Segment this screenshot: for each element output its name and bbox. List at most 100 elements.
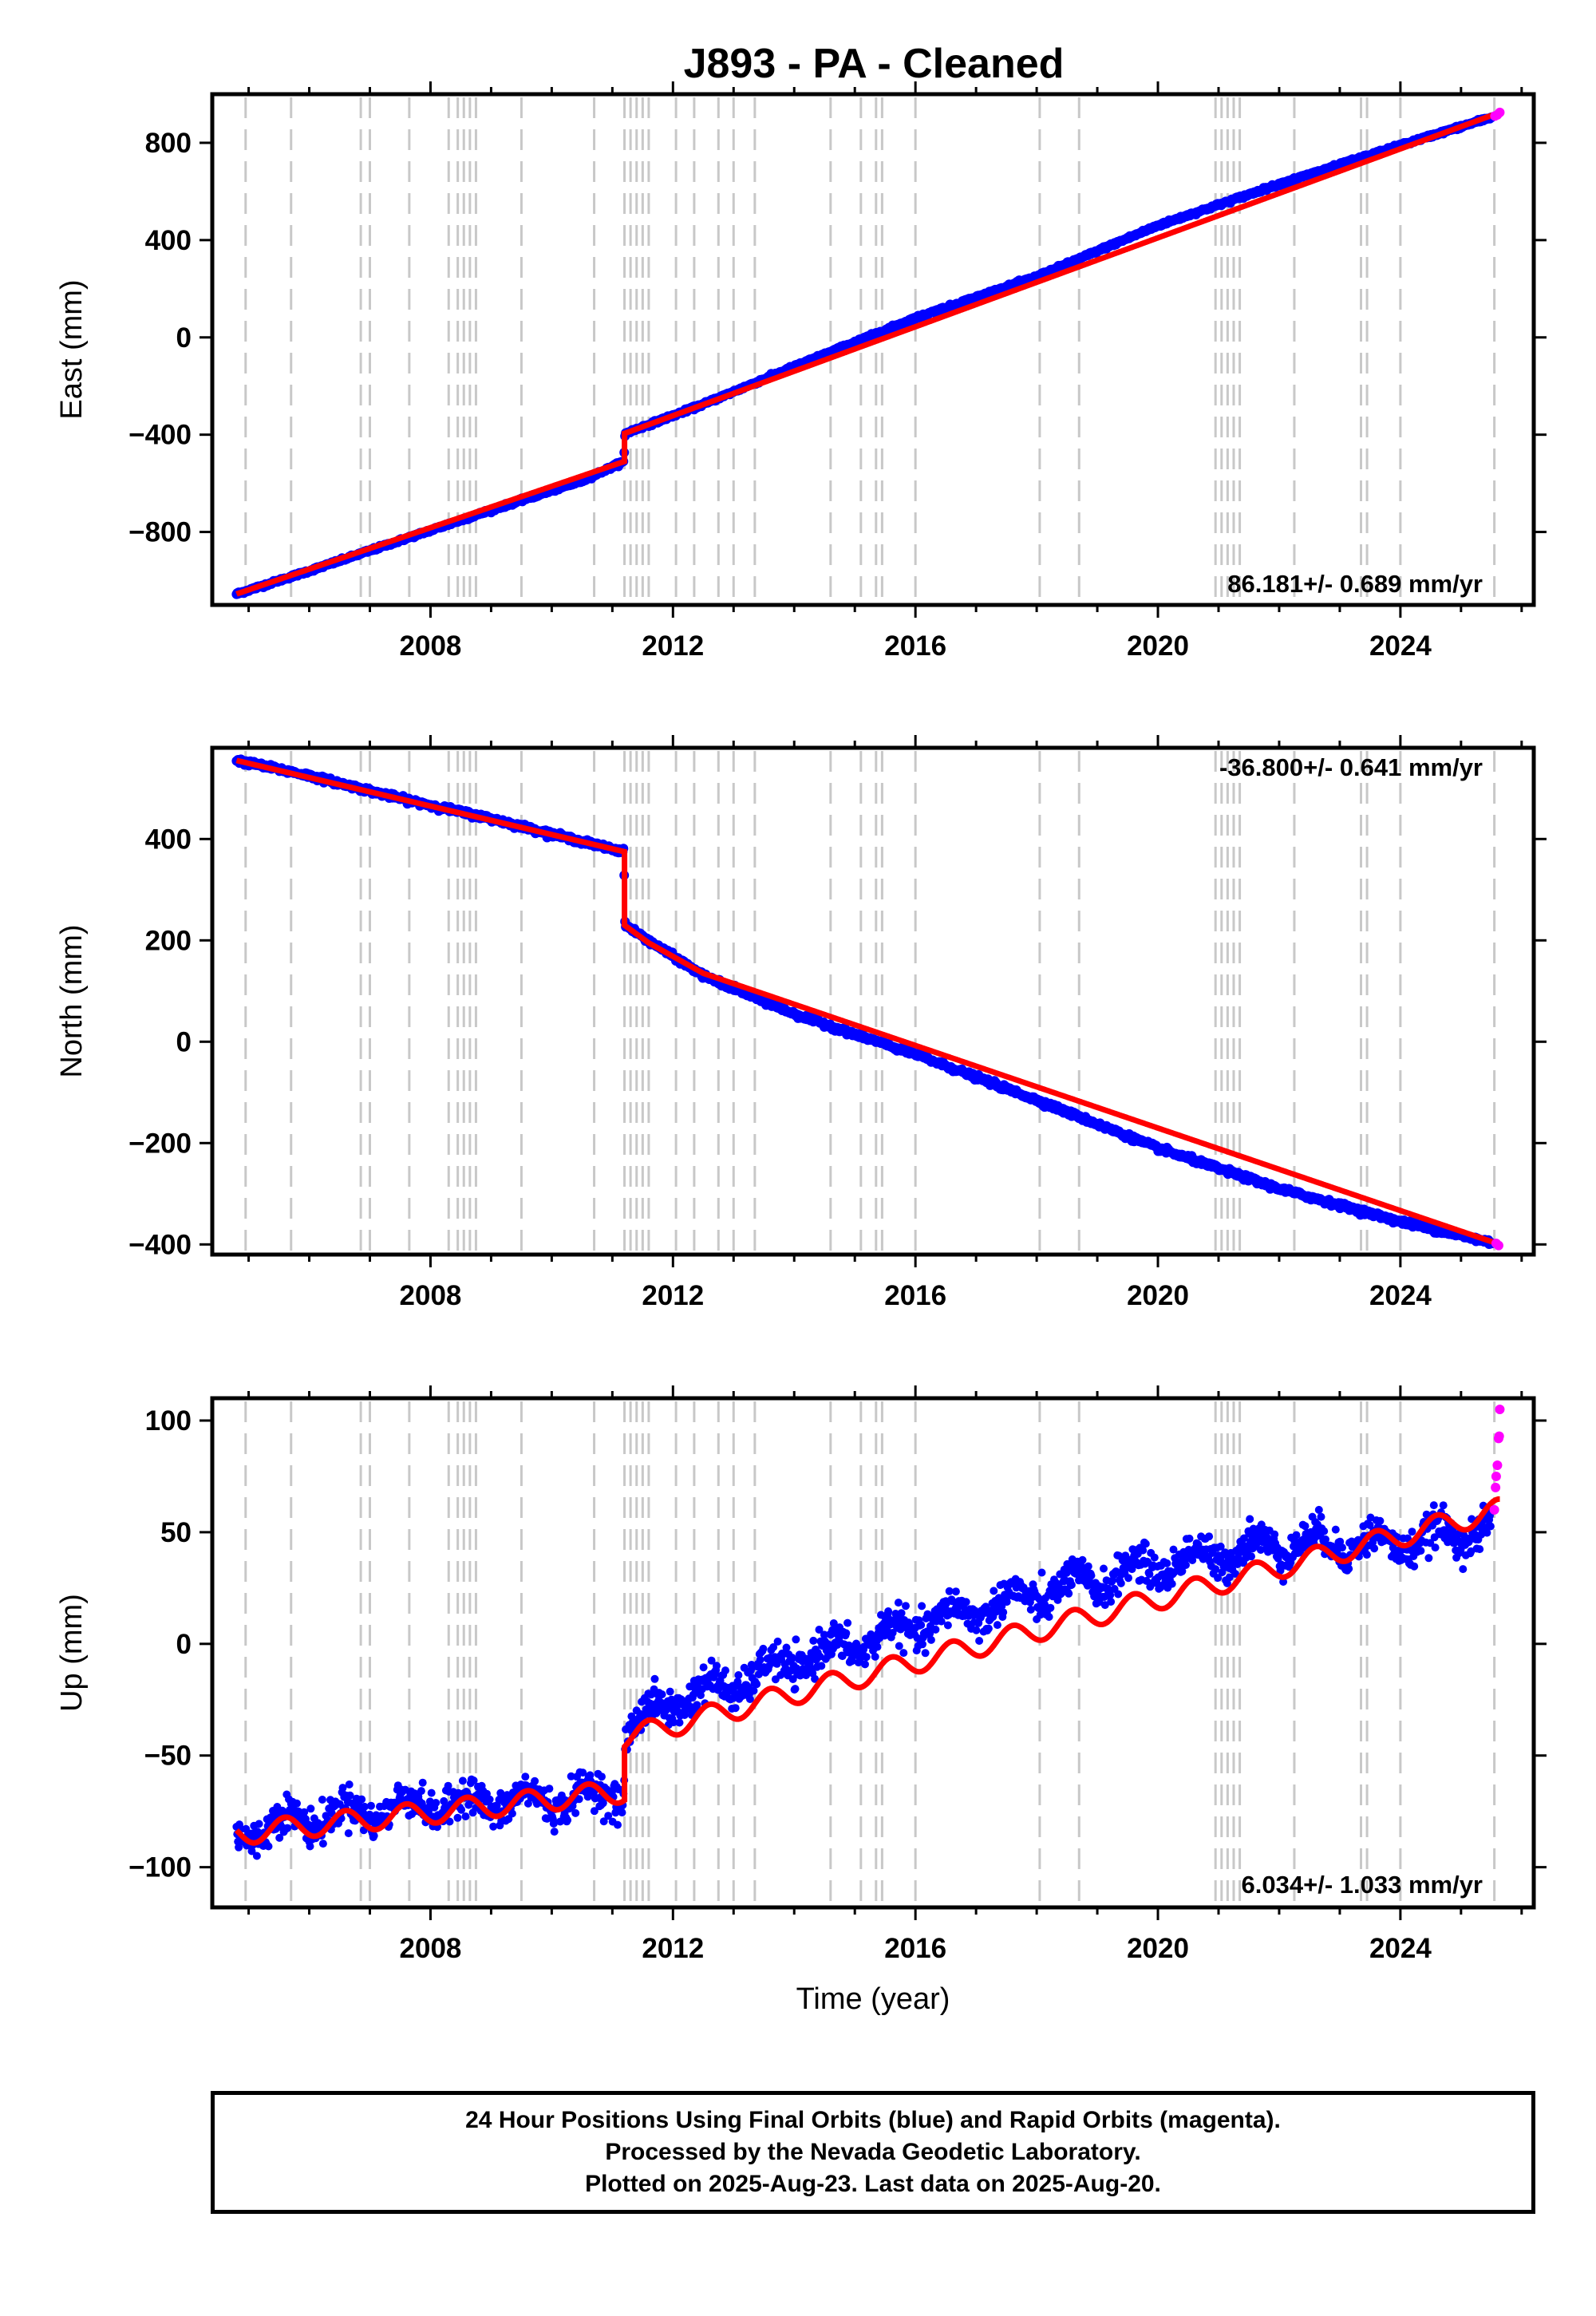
data-point bbox=[444, 1781, 452, 1790]
data-point bbox=[417, 1787, 425, 1796]
chart-title: J893 - PA - Cleaned bbox=[684, 41, 1065, 87]
data-point bbox=[899, 1649, 908, 1658]
data-point bbox=[567, 1772, 575, 1780]
panel-east: 2008 2012 2016 2020 2024−800−4000400800East … bbox=[55, 81, 1547, 662]
data-point bbox=[809, 1636, 818, 1645]
data-point bbox=[773, 1637, 782, 1646]
data-point bbox=[923, 1610, 932, 1618]
data-point bbox=[945, 1587, 954, 1595]
plot-frame bbox=[210, 92, 1536, 607]
y-tick-label: −400 bbox=[128, 420, 192, 451]
y-axis-label: East (mm) bbox=[55, 279, 89, 419]
data-point bbox=[1084, 1562, 1092, 1571]
y-tick-label: 400 bbox=[145, 824, 192, 855]
data-point bbox=[820, 1630, 828, 1639]
data-point bbox=[802, 1671, 811, 1680]
data-point bbox=[693, 1701, 701, 1709]
data-point bbox=[921, 1649, 930, 1658]
data-point bbox=[931, 1625, 940, 1634]
data-point bbox=[769, 1643, 778, 1651]
data-point bbox=[453, 1813, 462, 1822]
model-fit-line bbox=[235, 757, 1501, 1247]
data-point bbox=[721, 1666, 729, 1675]
data-point bbox=[884, 1607, 893, 1615]
data-point bbox=[951, 1587, 960, 1596]
data-point bbox=[1087, 1571, 1096, 1580]
data-point bbox=[1114, 1590, 1123, 1599]
data-point bbox=[791, 1685, 800, 1694]
x-tick-label: 2012 bbox=[642, 630, 704, 662]
data-point bbox=[599, 1817, 608, 1826]
data-point bbox=[432, 1799, 440, 1807]
rapid-orbit-points bbox=[1491, 1239, 1503, 1251]
data-point bbox=[811, 1674, 820, 1683]
data-point bbox=[670, 1718, 678, 1727]
data-point bbox=[984, 1624, 993, 1633]
x-tick-label: 2024 bbox=[1369, 1280, 1432, 1311]
data-point bbox=[699, 1663, 708, 1672]
data-point bbox=[550, 1828, 559, 1836]
data-point bbox=[489, 1822, 498, 1831]
data-point bbox=[508, 1809, 516, 1818]
y-tick-label: −400 bbox=[128, 1229, 192, 1260]
data-point bbox=[469, 1777, 478, 1784]
data-point bbox=[358, 1795, 366, 1804]
data-point bbox=[1124, 1574, 1132, 1583]
x-tick-label: 2008 bbox=[400, 630, 462, 662]
data-point bbox=[788, 1654, 796, 1662]
data-point bbox=[255, 1820, 263, 1828]
x-tick-label: 2008 bbox=[400, 1280, 462, 1311]
data-point bbox=[975, 1637, 984, 1645]
data-point bbox=[918, 1640, 926, 1649]
data-point bbox=[1046, 1603, 1055, 1612]
data-point bbox=[614, 1820, 622, 1829]
model-fit-line bbox=[235, 109, 1501, 597]
data-point bbox=[658, 1690, 666, 1699]
data-point bbox=[369, 1832, 378, 1840]
y-tick-label: −800 bbox=[128, 517, 192, 548]
data-point bbox=[1037, 1568, 1046, 1577]
data-point bbox=[1145, 1570, 1154, 1579]
x-axis: 2008 2012 2016 2020 2024 bbox=[247, 735, 1523, 1311]
y-tick-label: −200 bbox=[128, 1128, 192, 1159]
data-point bbox=[895, 1642, 903, 1650]
data-point bbox=[458, 1777, 467, 1785]
data-point bbox=[306, 1804, 315, 1813]
data-point bbox=[844, 1641, 853, 1650]
data-point bbox=[586, 1771, 595, 1780]
data-point bbox=[862, 1653, 871, 1662]
x-tick-label: 2024 bbox=[1369, 630, 1432, 662]
data-point bbox=[1139, 1546, 1148, 1555]
data-point bbox=[897, 1609, 906, 1618]
data-point bbox=[579, 1769, 587, 1777]
data-point bbox=[842, 1629, 851, 1638]
data-point bbox=[713, 1662, 721, 1670]
data-point bbox=[485, 1795, 494, 1804]
x-tick-label: 2020 bbox=[1127, 630, 1189, 662]
event-lines bbox=[244, 751, 1496, 1251]
data-point bbox=[937, 1617, 946, 1626]
data-point bbox=[847, 1657, 856, 1666]
final-orbit-points bbox=[232, 1501, 1496, 1860]
panel-north: 2008 2012 2016 2020 2024−400−2000200400North… bbox=[55, 735, 1547, 1311]
data-point bbox=[583, 1792, 592, 1801]
data-point bbox=[1150, 1553, 1159, 1562]
data-point bbox=[590, 1807, 598, 1816]
data-point bbox=[461, 1812, 470, 1820]
data-point bbox=[445, 1817, 454, 1826]
data-point bbox=[734, 1671, 743, 1679]
velocity-label: 86.181+/- 0.689 mm/yr bbox=[1227, 570, 1483, 598]
data-point bbox=[367, 1801, 375, 1810]
data-point bbox=[1063, 1559, 1072, 1568]
data-point bbox=[598, 1773, 606, 1781]
data-point bbox=[759, 1644, 768, 1653]
data-point bbox=[457, 1805, 466, 1814]
x-tick-label: 2020 bbox=[1127, 1280, 1189, 1311]
data-point bbox=[1106, 1591, 1115, 1599]
data-point bbox=[838, 1652, 847, 1661]
y-tick-label: 0 bbox=[176, 322, 192, 354]
x-tick-label: 2016 bbox=[884, 630, 946, 662]
rapid-point bbox=[1493, 1240, 1503, 1251]
